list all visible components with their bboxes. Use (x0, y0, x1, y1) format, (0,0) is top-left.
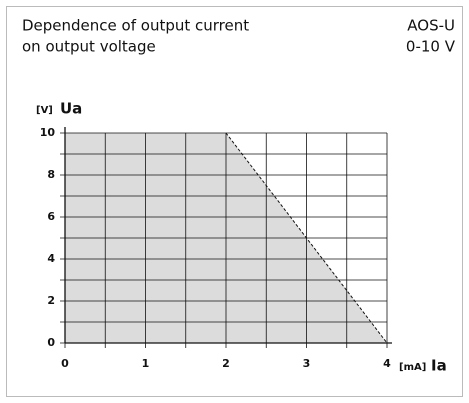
y-tick-label: 6 (47, 210, 55, 223)
x-tick-label: 2 (222, 357, 230, 370)
y-tick-label: 10 (40, 126, 56, 139)
x-tick-label: 1 (142, 357, 150, 370)
x-tick-label: 4 (383, 357, 391, 370)
chart-title: on output voltage (22, 38, 156, 56)
x-axis-label: Ia (431, 357, 447, 375)
y-tick-label: 8 (47, 168, 55, 181)
y-axis-label: Ua (60, 100, 82, 118)
frame (6, 6, 463, 397)
y-tick-label: 4 (47, 252, 55, 265)
x-tick-label: 3 (303, 357, 311, 370)
y-tick-label: 2 (47, 294, 55, 307)
model-label: 0-10 V (406, 38, 456, 56)
limit-line (225, 132, 388, 344)
y-tick-label: 0 (47, 336, 55, 349)
y-axis-unit: [V] (36, 105, 53, 116)
chart-title: Dependence of output current (22, 17, 249, 35)
x-axis-unit: [mA] (399, 362, 426, 373)
x-tick-label: 0 (61, 357, 69, 370)
model-label: AOS-U (407, 17, 455, 35)
